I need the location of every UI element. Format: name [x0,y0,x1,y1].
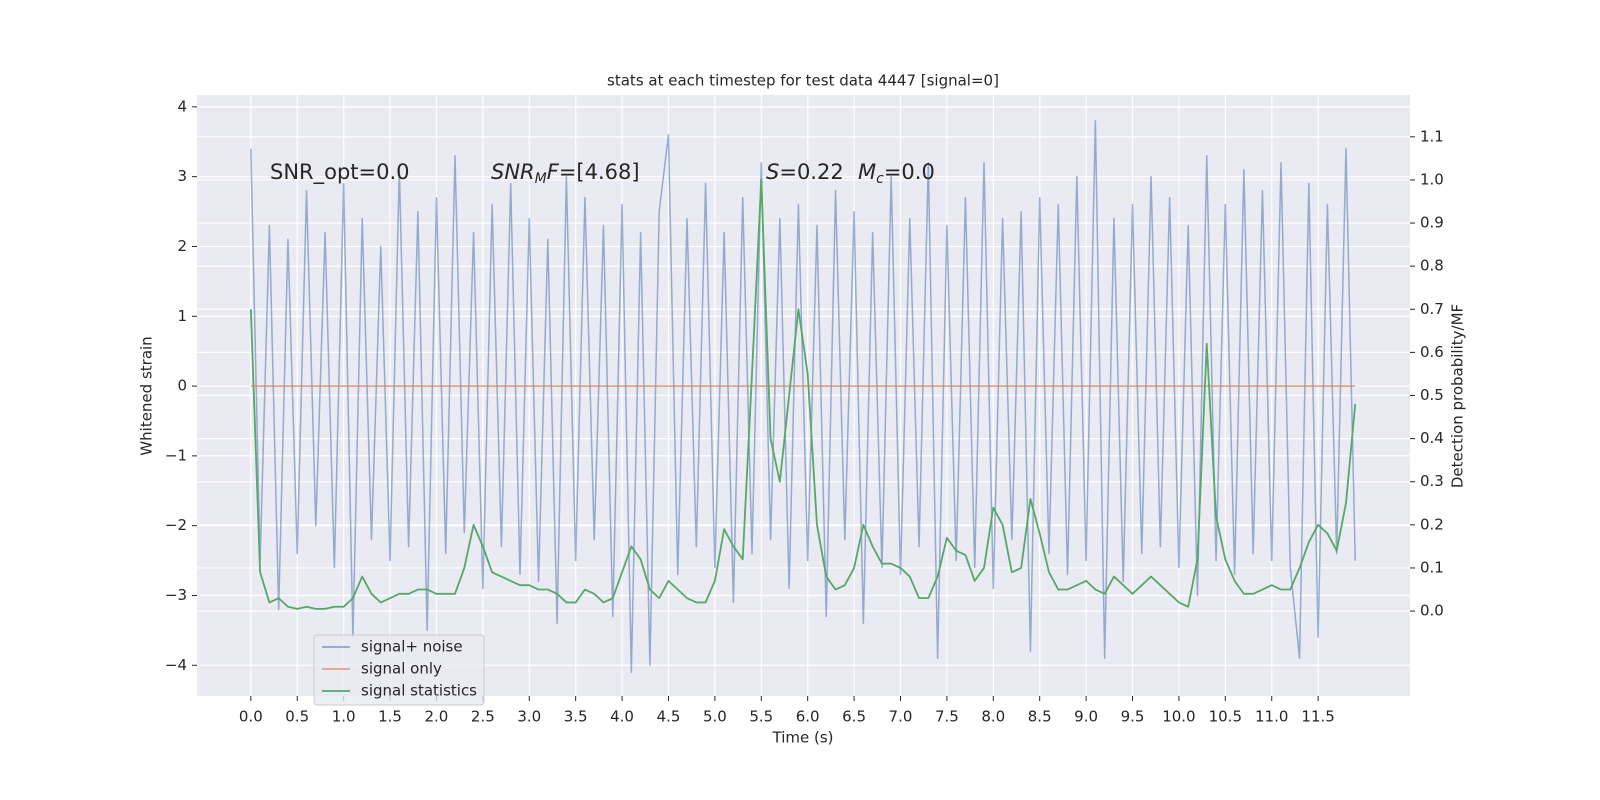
x-tick-label: 4.5 [657,708,681,726]
x-tick-label: 4.0 [610,708,634,726]
x-tick-label: 1.0 [332,708,356,726]
series-line [249,179,1357,610]
y-tick-label: 2 [177,237,187,255]
x-tick-label: 9.5 [1121,708,1145,726]
annotation: S=0.22 [766,160,844,184]
y-tick-label: 4 [177,97,187,115]
y2-tick-label: 0.1 [1420,558,1444,576]
chart-title: stats at each timestep for test data 444… [607,72,999,90]
annotation-part: F [547,160,560,184]
x-tick-label: 1.5 [378,708,402,726]
x-tick-label: 9.0 [1074,708,1098,726]
legend-label: signal statistics [361,682,477,700]
y-axis-label: Whitened strain [138,336,156,455]
legend: signal+ noise signal only signal statistic… [313,634,485,706]
x-tick-label: 0.0 [239,708,263,726]
annotation: Mc=0.0 [858,160,935,187]
y2-tick-label: 0.6 [1420,343,1444,361]
x-tick-label: 2.0 [425,708,449,726]
annotation-part: SNR_opt=0.0 [270,160,410,185]
annotation-part: c [876,171,884,187]
series-line [250,120,1356,674]
y2-tick-label: 0.7 [1420,300,1444,318]
y2-tick-label: 0.5 [1420,386,1444,404]
annotation-part: =0.22 [779,160,843,184]
x-axis-label: Time (s) [772,729,834,747]
y-tick-label: −1 [165,446,187,464]
annotation-part: S [766,160,779,184]
legend-label: signal only [361,660,442,678]
x-tick-label: 7.0 [889,708,913,726]
x-tick-label: 8.5 [1028,708,1052,726]
annotation: SNR_opt=0.0 [270,160,410,185]
annotation-part: M [858,160,876,184]
y2-tick-label: 0.3 [1420,472,1444,490]
x-tick-label: 5.5 [749,708,773,726]
x-tick-label: 8.0 [981,708,1005,726]
legend-box [313,634,485,706]
x-tick-label: 0.5 [285,708,309,726]
legend-label: signal+ noise [361,638,463,656]
x-tick-label: 11.0 [1255,708,1288,726]
annotation-part: =0.0 [884,160,935,184]
y-tick-label: −2 [165,516,187,534]
x-tick-label: 2.5 [471,708,495,726]
annotation-part: =[4.68] [559,160,640,184]
x-tick-label: 11.5 [1301,708,1334,726]
x-tick-label: 3.0 [517,708,541,726]
annotation-part: SNR [491,160,535,184]
x-tick-label: 7.5 [935,708,959,726]
y2-tick-label: 0.0 [1420,602,1444,620]
y-tick-label: 3 [177,167,187,185]
y-tick-label: 0 [177,377,187,395]
x-tick-label: 5.0 [703,708,727,726]
y-tick-label: −4 [165,656,187,674]
y2-tick-label: 1.1 [1420,127,1444,145]
y2-axis-label: Detection probability/MF [1449,304,1467,488]
y2-tick-label: 0.2 [1420,515,1444,533]
annotation: SNRMF=[4.68] [491,160,640,187]
annotation-part: M [535,171,547,187]
y-tick-label: 1 [177,307,187,325]
x-tick-label: 6.0 [796,708,820,726]
y2-tick-label: 0.9 [1420,214,1444,232]
y2-tick-label: 0.4 [1420,429,1444,447]
x-tick-label: 10.5 [1209,708,1242,726]
y-tick-label: −3 [165,586,187,604]
x-tick-label: 3.5 [564,708,588,726]
x-tick-label: 10.0 [1162,708,1195,726]
x-tick-label: 6.5 [842,708,866,726]
y2-tick-label: 0.8 [1420,257,1444,275]
y2-tick-label: 1.0 [1420,170,1444,188]
